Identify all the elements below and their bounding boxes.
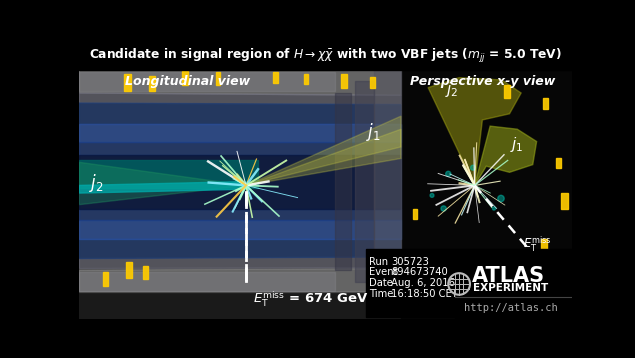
Polygon shape xyxy=(79,257,401,268)
Polygon shape xyxy=(474,126,537,185)
Bar xyxy=(182,72,188,85)
Bar xyxy=(216,72,220,84)
Bar xyxy=(126,262,132,278)
Bar xyxy=(103,272,108,286)
Circle shape xyxy=(446,171,451,176)
Bar xyxy=(504,85,509,98)
Text: Time: Time xyxy=(369,289,394,299)
Text: ATLAS: ATLAS xyxy=(472,266,545,286)
Text: http://atlas.ch: http://atlas.ch xyxy=(464,303,558,313)
Polygon shape xyxy=(79,124,401,141)
Bar xyxy=(543,98,548,109)
Bar xyxy=(79,155,401,208)
Polygon shape xyxy=(79,103,401,124)
Bar xyxy=(149,76,156,92)
Polygon shape xyxy=(79,239,401,258)
Text: 16:18:50 CET: 16:18:50 CET xyxy=(391,289,458,299)
Circle shape xyxy=(498,195,504,202)
Text: Date: Date xyxy=(369,278,393,288)
Text: Aug. 6, 2016: Aug. 6, 2016 xyxy=(391,278,455,288)
Bar xyxy=(354,82,374,282)
Text: 894673740: 894673740 xyxy=(391,267,448,277)
Bar xyxy=(366,249,455,317)
Bar xyxy=(273,72,277,83)
Bar xyxy=(79,72,335,92)
Polygon shape xyxy=(246,116,401,185)
Bar xyxy=(79,43,572,70)
Bar xyxy=(342,74,347,88)
Bar xyxy=(143,266,147,279)
Text: 305723: 305723 xyxy=(391,257,429,267)
Polygon shape xyxy=(79,70,401,95)
Bar xyxy=(382,264,388,279)
Polygon shape xyxy=(79,70,401,292)
Text: $j_1$: $j_1$ xyxy=(366,121,381,142)
Bar xyxy=(124,74,131,91)
Bar xyxy=(561,193,568,208)
Bar xyxy=(401,70,572,319)
Text: $E_{\rm T}^{\rm miss}$ = 674 GeV: $E_{\rm T}^{\rm miss}$ = 674 GeV xyxy=(253,290,368,309)
Bar xyxy=(529,251,535,266)
Bar xyxy=(556,159,561,168)
Polygon shape xyxy=(79,141,401,155)
Text: Event: Event xyxy=(369,267,398,277)
Text: $j_2$: $j_2$ xyxy=(445,80,459,99)
Bar xyxy=(413,208,417,219)
Text: $j_2$: $j_2$ xyxy=(89,172,104,194)
Circle shape xyxy=(441,206,446,211)
Bar xyxy=(417,276,422,290)
Polygon shape xyxy=(79,208,401,220)
Bar xyxy=(304,74,308,84)
Polygon shape xyxy=(79,220,401,239)
Text: EXPERIMENT: EXPERIMENT xyxy=(473,283,549,293)
Text: $E_{\rm T}^{\rm miss}$: $E_{\rm T}^{\rm miss}$ xyxy=(523,235,551,255)
Circle shape xyxy=(471,165,476,170)
Text: $j_1$: $j_1$ xyxy=(509,135,523,154)
Polygon shape xyxy=(79,93,401,105)
Bar xyxy=(79,272,335,291)
Bar xyxy=(79,70,401,319)
Text: Longitudinal view: Longitudinal view xyxy=(125,75,250,88)
FancyArrow shape xyxy=(79,182,246,193)
Bar xyxy=(541,239,547,252)
Circle shape xyxy=(492,207,495,210)
Polygon shape xyxy=(79,268,401,292)
Polygon shape xyxy=(428,78,521,185)
Bar xyxy=(374,70,401,292)
Bar xyxy=(403,262,410,278)
Polygon shape xyxy=(246,129,401,185)
Polygon shape xyxy=(79,162,246,205)
Bar xyxy=(79,160,258,188)
Text: Candidate in signal region of $H \rightarrow \chi\bar{\chi}$ with two VBF jets (: Candidate in signal region of $H \righta… xyxy=(89,47,561,65)
Bar xyxy=(335,93,351,270)
Text: Run: Run xyxy=(369,257,389,267)
Bar xyxy=(455,249,572,319)
Bar xyxy=(370,77,375,88)
Circle shape xyxy=(430,193,434,197)
Text: Perspective x-y view: Perspective x-y view xyxy=(410,75,555,88)
